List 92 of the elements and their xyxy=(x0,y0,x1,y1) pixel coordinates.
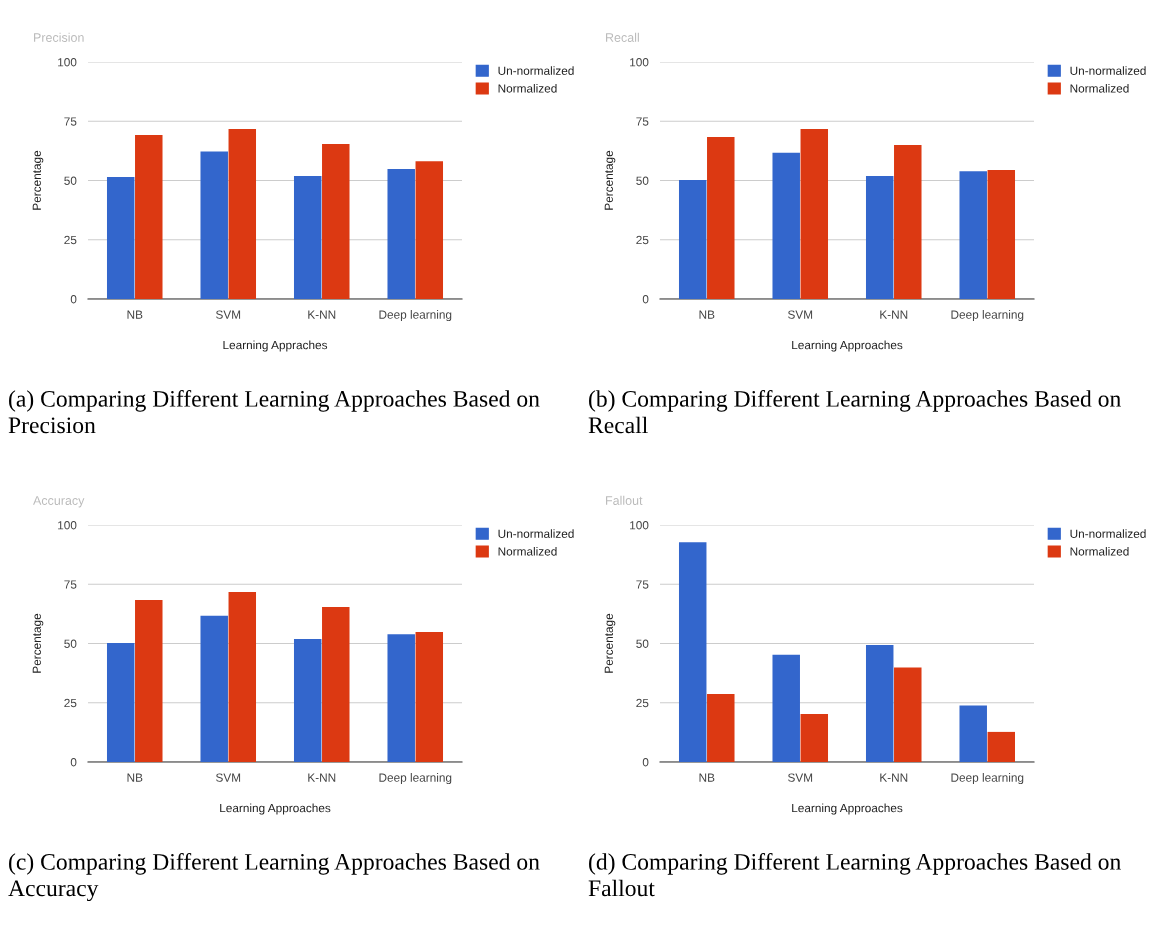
bar xyxy=(894,144,922,299)
x-tick-label: SVM xyxy=(788,773,813,782)
x-tick-label: NB xyxy=(699,310,715,319)
bar xyxy=(772,152,800,299)
bar xyxy=(987,170,1016,299)
y-tick-label: 50 xyxy=(64,176,77,185)
bar xyxy=(387,168,415,299)
text: (b) Comparing Different Learning Approaches Based on Recall xyxy=(588,390,1121,434)
x-tick-label: K-NN xyxy=(880,310,908,319)
bar xyxy=(800,129,829,299)
x-axis-title: Learning Approaches xyxy=(792,803,903,815)
x-tick-label: NB xyxy=(127,773,143,782)
chart-title: Recall xyxy=(606,32,639,42)
bar xyxy=(987,731,1016,762)
y-tick-label: 25 xyxy=(636,235,649,245)
y-tick-label: 75 xyxy=(636,117,649,126)
y-axis-title: Percentage xyxy=(604,150,616,210)
y-tick-label: 25 xyxy=(64,698,77,708)
y-axis-title: Percentage xyxy=(604,613,616,673)
bar xyxy=(322,144,350,299)
y-tick-label: 25 xyxy=(636,698,649,708)
x-tick-label: Deep learning xyxy=(379,310,452,322)
bar xyxy=(707,693,735,762)
x-axis-title: Learning Approaches xyxy=(792,340,903,352)
bar xyxy=(678,180,707,299)
text: (c) Comparing Different Learning Approaches Based on Accuracy xyxy=(8,853,540,902)
bar xyxy=(800,713,829,762)
text: (d) Comparing Different Learning Approaches Based on Fallout xyxy=(588,853,1121,897)
bar xyxy=(228,129,257,299)
text: (a) Comparing Different Learning Approaches Based on Precision xyxy=(8,390,540,434)
x-tick-label: Deep learning xyxy=(379,773,452,785)
bar xyxy=(959,171,987,299)
legend-label: Un-normalized xyxy=(498,66,574,75)
bar xyxy=(106,176,135,299)
legend-label: Un-normalized xyxy=(498,529,574,538)
y-tick-label: 25 xyxy=(64,235,77,245)
bar xyxy=(772,654,800,762)
y-tick-label: 100 xyxy=(58,521,77,530)
bar xyxy=(387,634,415,762)
x-axis-title: Learning Appraches xyxy=(223,340,328,352)
bar xyxy=(200,615,228,762)
legend-label: Normalized xyxy=(1070,83,1129,93)
legend-label: Un-normalized xyxy=(1070,529,1146,538)
x-axis-title: Learning Approaches xyxy=(220,803,331,815)
bar xyxy=(959,705,987,762)
y-tick-label: 0 xyxy=(642,295,649,304)
y-tick-label: 75 xyxy=(636,580,649,589)
x-tick-label: SVM xyxy=(216,773,241,782)
legend-label: Normalized xyxy=(1070,546,1129,556)
bar xyxy=(415,631,444,762)
bar xyxy=(678,542,707,762)
y-tick-label: 100 xyxy=(630,58,649,67)
bar xyxy=(865,176,894,299)
bar xyxy=(228,592,257,762)
x-tick-label: NB xyxy=(699,773,715,782)
bar xyxy=(293,176,322,299)
y-tick-label: 0 xyxy=(70,758,77,767)
bar xyxy=(293,639,322,762)
y-axis-title: Percentage xyxy=(32,150,44,210)
x-tick-label: Deep learning xyxy=(951,310,1024,322)
x-tick-label: NB xyxy=(127,310,143,319)
bar xyxy=(135,599,163,762)
y-axis-title: Percentage xyxy=(32,613,44,673)
y-tick-label: 75 xyxy=(64,580,77,589)
y-tick-label: 100 xyxy=(58,58,77,67)
bar xyxy=(135,135,163,299)
x-tick-label: K-NN xyxy=(308,773,336,782)
y-tick-label: 50 xyxy=(636,176,649,185)
x-tick-label: SVM xyxy=(216,310,241,319)
y-tick-label: 100 xyxy=(630,521,649,530)
y-tick-label: 75 xyxy=(64,117,77,126)
y-tick-label: 50 xyxy=(636,639,649,648)
chart-title: Fallout xyxy=(606,495,643,505)
x-tick-label: K-NN xyxy=(880,773,908,782)
bar xyxy=(707,136,735,299)
bar xyxy=(106,643,135,762)
legend-label: Normalized xyxy=(498,83,557,93)
bar xyxy=(865,644,894,762)
bar xyxy=(200,151,228,299)
y-tick-label: 0 xyxy=(70,295,77,304)
y-tick-label: 0 xyxy=(642,758,649,767)
x-tick-label: K-NN xyxy=(308,310,336,319)
y-tick-label: 50 xyxy=(64,639,77,648)
x-tick-label: Deep learning xyxy=(951,773,1024,785)
bar xyxy=(322,607,350,762)
bar xyxy=(415,161,444,299)
bar xyxy=(894,667,922,762)
x-tick-label: SVM xyxy=(788,310,813,319)
chart-title: Precision xyxy=(34,32,84,42)
legend-label: Un-normalized xyxy=(1070,66,1146,75)
chart-title: Accuracy xyxy=(33,496,85,508)
legend-label: Normalized xyxy=(498,546,557,556)
